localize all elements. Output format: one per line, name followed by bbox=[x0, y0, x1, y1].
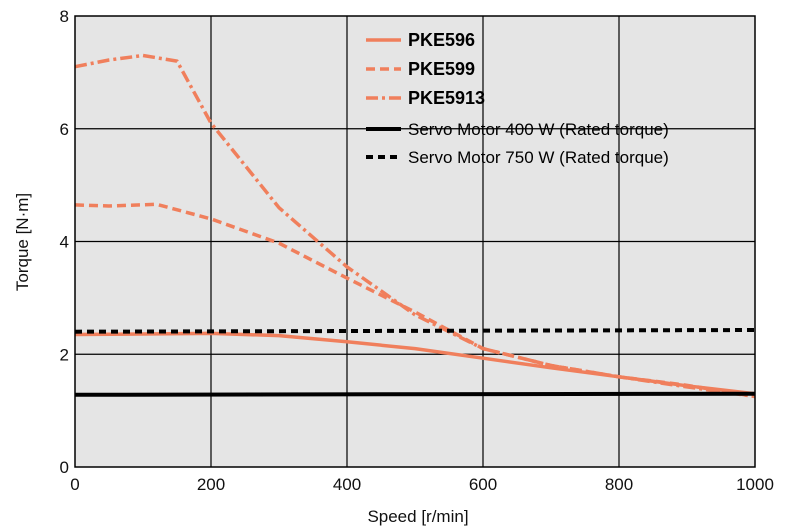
x-tick-label: 400 bbox=[333, 475, 361, 494]
y-tick-label: 4 bbox=[60, 233, 69, 252]
legend-label: Servo Motor 400 W (Rated torque) bbox=[408, 120, 669, 139]
y-tick-label: 6 bbox=[60, 120, 69, 139]
x-tick-label: 1000 bbox=[736, 475, 774, 494]
grid-lines bbox=[75, 16, 755, 467]
legend-label: PKE596 bbox=[408, 30, 475, 50]
x-tick-label: 0 bbox=[70, 475, 79, 494]
y-tick-label: 8 bbox=[60, 7, 69, 26]
plot-frame bbox=[74, 15, 756, 468]
legend-label: PKE599 bbox=[408, 59, 475, 79]
y-tick-label: 0 bbox=[60, 458, 69, 477]
legend-label: PKE5913 bbox=[408, 88, 485, 108]
x-tick-label: 600 bbox=[469, 475, 497, 494]
legend-label: Servo Motor 750 W (Rated torque) bbox=[408, 148, 669, 167]
series-line-pke599 bbox=[74, 202, 756, 399]
x-axis-label: Speed [r/min] bbox=[367, 507, 468, 526]
y-tick-label: 2 bbox=[60, 345, 69, 364]
series-group bbox=[74, 53, 756, 399]
legend: PKE596 PKE599 PKE5913 Servo Motor 400 W (Ra… bbox=[366, 30, 669, 167]
series-line-servo-motor-750-w-rated-torque bbox=[74, 328, 756, 334]
x-tick-label: 800 bbox=[605, 475, 633, 494]
x-tick-label: 200 bbox=[197, 475, 225, 494]
tick-labels: 0 200 400 600 800 1000 0 2 4 6 8 bbox=[60, 7, 774, 494]
series-line-servo-motor-400-w-rated-torque bbox=[74, 391, 756, 397]
series-line-pke5913 bbox=[74, 53, 756, 399]
y-axis-label: Torque [N·m] bbox=[13, 193, 32, 291]
